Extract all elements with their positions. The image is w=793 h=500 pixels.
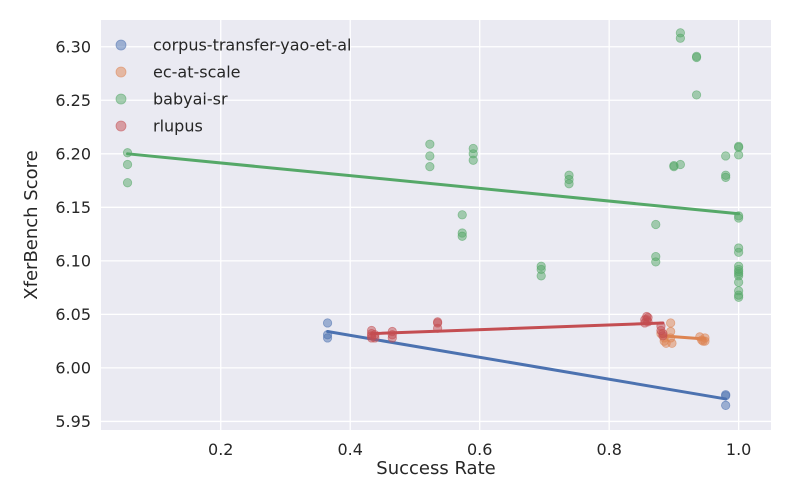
legend-marker-babyai-sr: [115, 93, 127, 105]
point-babyai-sr: [734, 213, 744, 223]
point-ec-at-scale: [666, 318, 676, 328]
legend: corpus-transfer-yao-et-al ec-at-scale baby…: [115, 36, 352, 136]
point-babyai-sr: [734, 247, 744, 257]
point-corpus-transfer-yao-et-al: [721, 400, 731, 410]
legend-label-babyai-sr: babyai-sr: [153, 90, 228, 109]
y-tick-label: 6.00: [55, 358, 91, 377]
x-axis-label: Success Rate: [376, 458, 495, 479]
point-rlupus: [387, 333, 397, 343]
y-tick-label: 5.95: [55, 412, 91, 431]
x-tick-label: 0.8: [596, 440, 621, 459]
point-babyai-sr: [734, 150, 744, 160]
point-rlupus: [643, 317, 653, 327]
point-babyai-sr: [425, 162, 435, 172]
y-axis-label: XferBench Score: [21, 150, 42, 299]
legend-marker-corpus-transfer-yao-et-al: [115, 39, 127, 51]
x-tick-label: 0.4: [338, 440, 363, 459]
point-babyai-sr: [734, 292, 744, 302]
y-tick-label: 6.10: [55, 251, 91, 270]
legend-label-corpus-transfer-yao-et-al: corpus-transfer-yao-et-al: [153, 36, 352, 55]
point-babyai-sr: [691, 52, 702, 63]
fit-lines: [126, 152, 741, 401]
point-babyai-sr: [675, 159, 685, 170]
point-babyai-sr: [721, 172, 731, 182]
point-babyai-sr: [675, 33, 685, 43]
fit-line-corpus-transfer-yao-et-al: [326, 330, 728, 401]
fit-line-rlupus: [370, 321, 665, 336]
point-babyai-sr: [564, 179, 574, 189]
point-babyai-sr: [122, 178, 133, 188]
point-rlupus: [370, 333, 380, 343]
point-babyai-sr: [536, 271, 546, 281]
legend-label-rlupus: rlupus: [153, 117, 203, 136]
data-points: [122, 28, 744, 410]
point-babyai-sr: [691, 90, 702, 100]
x-axis-ticks: 0.2 0.4 0.6 0.8 1.0: [208, 440, 751, 459]
point-corpus-transfer-yao-et-al: [322, 333, 333, 343]
point-babyai-sr: [734, 277, 744, 287]
point-babyai-sr: [457, 231, 467, 241]
point-ec-at-scale: [700, 336, 710, 346]
point-rlupus: [433, 323, 443, 333]
fit-line-babyai-sr: [126, 152, 741, 216]
point-babyai-sr: [651, 219, 661, 230]
point-babyai-sr: [122, 159, 133, 170]
point-babyai-sr: [425, 139, 435, 149]
legend-label-ec-at-scale: ec-at-scale: [153, 63, 241, 82]
point-babyai-sr: [425, 151, 435, 161]
point-ec-at-scale: [667, 338, 677, 348]
point-babyai-sr: [721, 151, 731, 161]
y-tick-label: 6.30: [55, 37, 91, 56]
y-tick-label: 6.20: [55, 144, 91, 163]
legend-marker-rlupus: [115, 120, 127, 132]
point-babyai-sr: [468, 155, 478, 165]
legend-marker-ec-at-scale: [115, 66, 127, 78]
y-tick-label: 6.05: [55, 305, 91, 324]
point-corpus-transfer-yao-et-al: [322, 318, 333, 328]
point-babyai-sr: [651, 257, 661, 267]
point-babyai-sr: [122, 148, 133, 158]
point-babyai-sr: [457, 210, 467, 220]
y-axis-ticks: 5.95 6.00 6.05 6.10 6.15 6.20 6.25 6.30: [55, 37, 91, 431]
point-corpus-transfer-yao-et-al: [721, 391, 731, 401]
y-tick-label: 6.15: [55, 198, 91, 217]
x-tick-label: 1.0: [726, 440, 751, 459]
x-tick-label: 0.6: [467, 440, 492, 459]
point-rlupus: [658, 331, 668, 341]
x-tick-label: 0.2: [208, 440, 233, 459]
y-tick-label: 6.25: [55, 91, 91, 110]
